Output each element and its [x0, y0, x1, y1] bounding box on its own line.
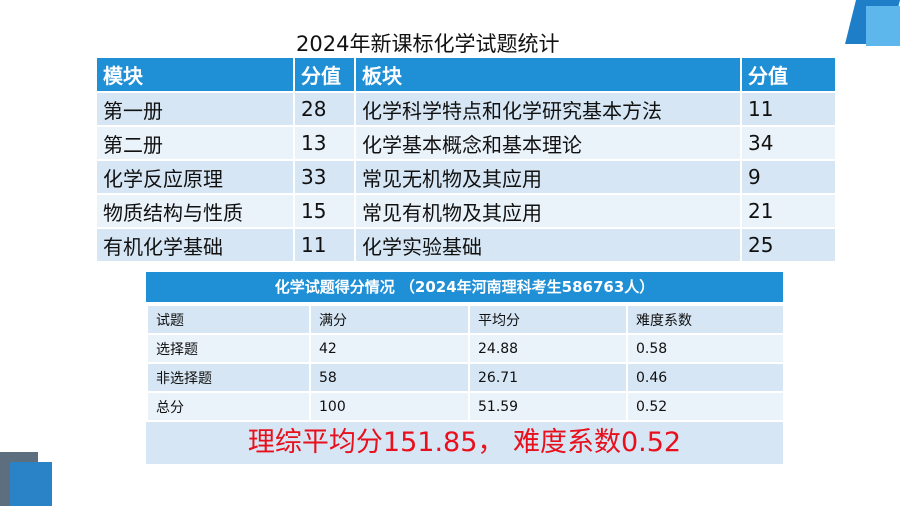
score-table: 试题 满分 平均分 难度系数 选择题 42 24.88 0.58 非选择题 58… [146, 304, 785, 422]
cell-average: 26.71 [468, 362, 628, 393]
cell-module: 有机化学基础 [95, 227, 295, 263]
score-summary-panel: 化学试题得分情况 （2024年河南理科考生586763人） 试题 满分 平均分 … [146, 272, 785, 464]
cell-module: 物质结构与性质 [95, 193, 295, 229]
cell-difficulty: 难度系数 [626, 304, 785, 335]
cell-question-type: 选择题 [146, 333, 311, 364]
corner-decoration-top-right-accent [866, 6, 900, 46]
cell-question-type: 总分 [146, 391, 311, 422]
cell-module-score: 15 [293, 193, 356, 229]
table-row: 选择题 42 24.88 0.58 [146, 333, 785, 364]
page-title: 2024年新课标化学试题统计 [296, 32, 560, 56]
table-row: 化学反应原理 33 常见无机物及其应用 9 [95, 159, 837, 195]
table-row: 物质结构与性质 15 常见有机物及其应用 21 [95, 193, 837, 229]
cell-average: 平均分 [468, 304, 628, 335]
header-section: 板块 [354, 56, 742, 93]
module-score-table: 模块 分值 板块 分值 第一册 28 化学科学特点和化学研究基本方法 11 第二… [95, 56, 837, 263]
cell-module-score: 11 [293, 227, 356, 263]
cell-module: 化学反应原理 [95, 159, 295, 195]
cell-module-score: 33 [293, 159, 356, 195]
cell-question-type: 试题 [146, 304, 311, 335]
cell-section-score: 11 [740, 91, 837, 127]
corner-decoration-bottom-left-accent [10, 462, 52, 506]
cell-section-score: 9 [740, 159, 837, 195]
cell-full-score: 100 [309, 391, 470, 422]
summary-text: 理综平均分151.85， 难度系数0.52 [146, 422, 783, 464]
cell-module-score: 28 [293, 91, 356, 127]
table-row: 非选择题 58 26.71 0.46 [146, 362, 785, 393]
cell-difficulty: 0.46 [626, 362, 785, 393]
cell-full-score: 42 [309, 333, 470, 364]
cell-module: 第二册 [95, 125, 295, 161]
cell-section-score: 25 [740, 227, 837, 263]
score-header-row: 试题 满分 平均分 难度系数 [146, 304, 785, 335]
cell-module: 第一册 [95, 91, 295, 127]
cell-module-score: 13 [293, 125, 356, 161]
cell-question-type: 非选择题 [146, 362, 311, 393]
cell-full-score: 满分 [309, 304, 470, 335]
score-table-title: 化学试题得分情况 （2024年河南理科考生586763人） [146, 272, 783, 304]
cell-section: 常见有机物及其应用 [354, 193, 742, 229]
cell-section-score: 21 [740, 193, 837, 229]
cell-section: 化学基本概念和基本理论 [354, 125, 742, 161]
header-module-score: 分值 [293, 56, 356, 93]
table-row: 有机化学基础 11 化学实验基础 25 [95, 227, 837, 263]
cell-section: 常见无机物及其应用 [354, 159, 742, 195]
header-section-score: 分值 [740, 56, 837, 93]
cell-difficulty: 0.58 [626, 333, 785, 364]
table-row: 第一册 28 化学科学特点和化学研究基本方法 11 [95, 91, 837, 127]
cell-section: 化学实验基础 [354, 227, 742, 263]
table-row: 第二册 13 化学基本概念和基本理论 34 [95, 125, 837, 161]
cell-average: 51.59 [468, 391, 628, 422]
cell-section-score: 34 [740, 125, 837, 161]
cell-section: 化学科学特点和化学研究基本方法 [354, 91, 742, 127]
cell-difficulty: 0.52 [626, 391, 785, 422]
header-module: 模块 [95, 56, 295, 93]
table-header-row: 模块 分值 板块 分值 [95, 56, 837, 93]
table-row: 总分 100 51.59 0.52 [146, 391, 785, 422]
cell-full-score: 58 [309, 362, 470, 393]
cell-average: 24.88 [468, 333, 628, 364]
